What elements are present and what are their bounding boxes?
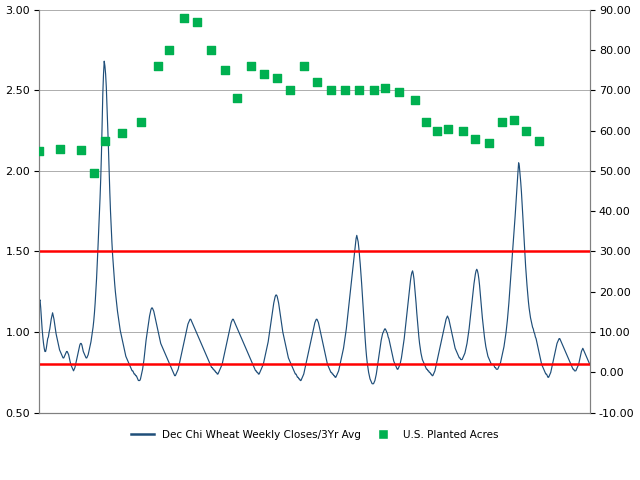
Point <box>353 86 364 94</box>
Point <box>312 78 323 86</box>
Point <box>192 18 202 25</box>
Point <box>152 62 163 70</box>
Point <box>34 147 44 155</box>
Legend: Dec Chi Wheat Weekly Closes/3Yr Avg, U.S. Planted Acres: Dec Chi Wheat Weekly Closes/3Yr Avg, U.S… <box>127 426 502 444</box>
Point <box>55 145 65 153</box>
Point <box>76 146 86 154</box>
Point <box>326 86 336 94</box>
Point <box>206 46 216 54</box>
Point <box>484 139 494 146</box>
Point <box>534 137 544 144</box>
Point <box>431 127 442 134</box>
Point <box>232 95 243 102</box>
Point <box>470 135 481 143</box>
Point <box>298 62 308 70</box>
Point <box>497 119 507 126</box>
Point <box>89 169 99 177</box>
Point <box>443 125 453 132</box>
Point <box>164 46 174 54</box>
Point <box>246 62 257 70</box>
Point <box>136 119 147 126</box>
Point <box>285 86 296 94</box>
Point <box>272 74 282 82</box>
Point <box>340 86 350 94</box>
Point <box>394 88 404 96</box>
Point <box>220 66 230 74</box>
Point <box>179 14 189 22</box>
Point <box>522 127 532 134</box>
Point <box>509 117 519 124</box>
Point <box>420 119 431 126</box>
Point <box>410 96 420 104</box>
Point <box>458 127 468 134</box>
Point <box>369 86 379 94</box>
Point <box>100 137 111 144</box>
Point <box>380 84 390 92</box>
Point <box>116 129 127 136</box>
Point <box>259 70 269 78</box>
